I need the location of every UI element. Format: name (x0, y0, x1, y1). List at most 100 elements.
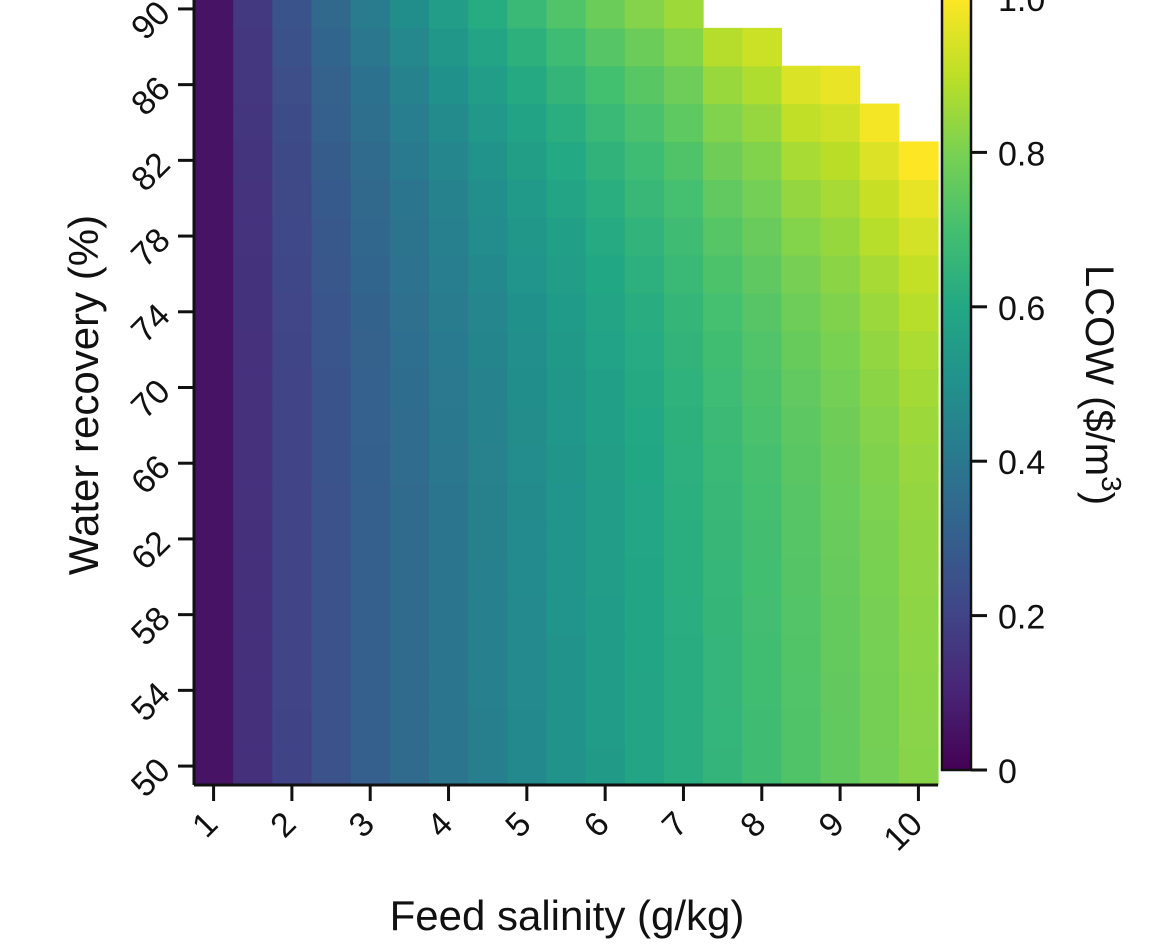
heatmap-cell (507, 482, 548, 521)
heatmap-cell (272, 27, 313, 67)
heatmap-cell (546, 292, 587, 332)
heatmap-cell (311, 217, 352, 256)
heatmap-cell (233, 557, 273, 597)
x-tick-label: 4 (420, 805, 460, 845)
heatmap-cell (546, 330, 587, 370)
heatmap-cell (194, 557, 234, 597)
heatmap-cell (663, 255, 704, 294)
heatmap-cell (233, 444, 273, 483)
colorbar-tick-label: 0.8 (998, 135, 1045, 173)
heatmap-cell (663, 482, 704, 521)
heatmap-cell (468, 520, 508, 559)
heatmap-cell (194, 368, 234, 408)
heatmap-cell (507, 709, 548, 748)
heatmap-cell (859, 368, 900, 408)
heatmap-cell (546, 633, 587, 673)
heatmap-cell (742, 103, 782, 143)
heatmap-cell (468, 103, 508, 143)
heatmap-cell (703, 709, 743, 748)
heatmap-cell (428, 557, 469, 597)
heatmap-cell (585, 595, 626, 635)
heatmap-cell (585, 217, 626, 256)
heatmap-cell (624, 709, 665, 748)
heatmap-cell (194, 671, 234, 710)
heatmap-cell (781, 330, 822, 370)
heatmap-cell (428, 520, 469, 559)
heatmap-cell (428, 27, 469, 67)
heatmap-cell (194, 747, 234, 786)
heatmap-cell (507, 103, 548, 143)
y-tick-label: 70 (124, 372, 178, 426)
heatmap-cell (233, 709, 273, 748)
heatmap-cell (742, 141, 782, 180)
heatmap-cell (663, 671, 704, 710)
heatmap-cell (742, 671, 782, 710)
heatmap-cell (350, 595, 391, 635)
heatmap-cell (194, 595, 234, 635)
heatmap-cell (272, 671, 313, 710)
heatmap-cell (703, 179, 743, 218)
x-tick-label: 6 (577, 805, 617, 845)
heatmap-cell (742, 557, 782, 597)
heatmap-cell (585, 709, 626, 748)
x-tick-label: 3 (342, 805, 382, 845)
heatmap-cell (389, 0, 430, 29)
heatmap-cell (428, 292, 469, 332)
heatmap-cell (624, 255, 665, 294)
heatmap-cell (624, 179, 665, 218)
heatmap-cell (389, 709, 430, 748)
heatmap-cell (624, 217, 665, 256)
heatmap-cell (898, 406, 939, 445)
heatmap-cell (898, 330, 939, 370)
heatmap-cell (859, 255, 900, 294)
heatmap-cell (194, 141, 234, 180)
heatmap-cell (389, 141, 430, 180)
heatmap-cell (703, 671, 743, 710)
heatmap-cell (781, 368, 822, 408)
heatmap-cell (389, 255, 430, 294)
y-tick-label: 66 (124, 448, 178, 502)
heatmap-cell (272, 330, 313, 370)
x-tick-label: 7 (655, 805, 695, 845)
heatmap-cell (820, 217, 861, 256)
heatmap-cell (350, 444, 391, 483)
heatmap-cell (663, 65, 704, 105)
heatmap-cell (820, 179, 861, 218)
heatmap-cell (272, 292, 313, 332)
heatmap-cell (233, 406, 273, 445)
heatmap-cell (507, 179, 548, 218)
heatmap-cell (468, 179, 508, 218)
heatmap-cell (781, 557, 822, 597)
heatmap-cell (546, 482, 587, 521)
heatmap-cell (350, 482, 391, 521)
heatmap-cell (350, 27, 391, 67)
heatmap-cell (898, 671, 939, 710)
heatmap-cell (898, 217, 939, 256)
heatmap-cell (703, 27, 743, 67)
heatmap-cell (781, 406, 822, 445)
heatmap-cell (428, 255, 469, 294)
heatmap-cell (468, 255, 508, 294)
y-tick-label: 78 (124, 221, 178, 275)
heatmap-cell (272, 0, 313, 29)
heatmap-cell (311, 482, 352, 521)
heatmap-cell (546, 103, 587, 143)
heatmap-cell (703, 292, 743, 332)
heatmap-cell (585, 557, 626, 597)
heatmap-cell (428, 406, 469, 445)
heatmap-cell (898, 368, 939, 408)
heatmap-cell (194, 482, 234, 521)
heatmap-cell (428, 141, 469, 180)
heatmap-cell (624, 0, 665, 29)
heatmap-cell (389, 179, 430, 218)
heatmap-cell (194, 709, 234, 748)
heatmap-cell (742, 65, 782, 105)
heatmap-cell (546, 255, 587, 294)
heatmap-cell (781, 179, 822, 218)
heatmap-cell (507, 0, 548, 29)
heatmap-cell (859, 671, 900, 710)
heatmap-cell (859, 557, 900, 597)
heatmap-cell (468, 747, 508, 786)
heatmap-cell (820, 557, 861, 597)
